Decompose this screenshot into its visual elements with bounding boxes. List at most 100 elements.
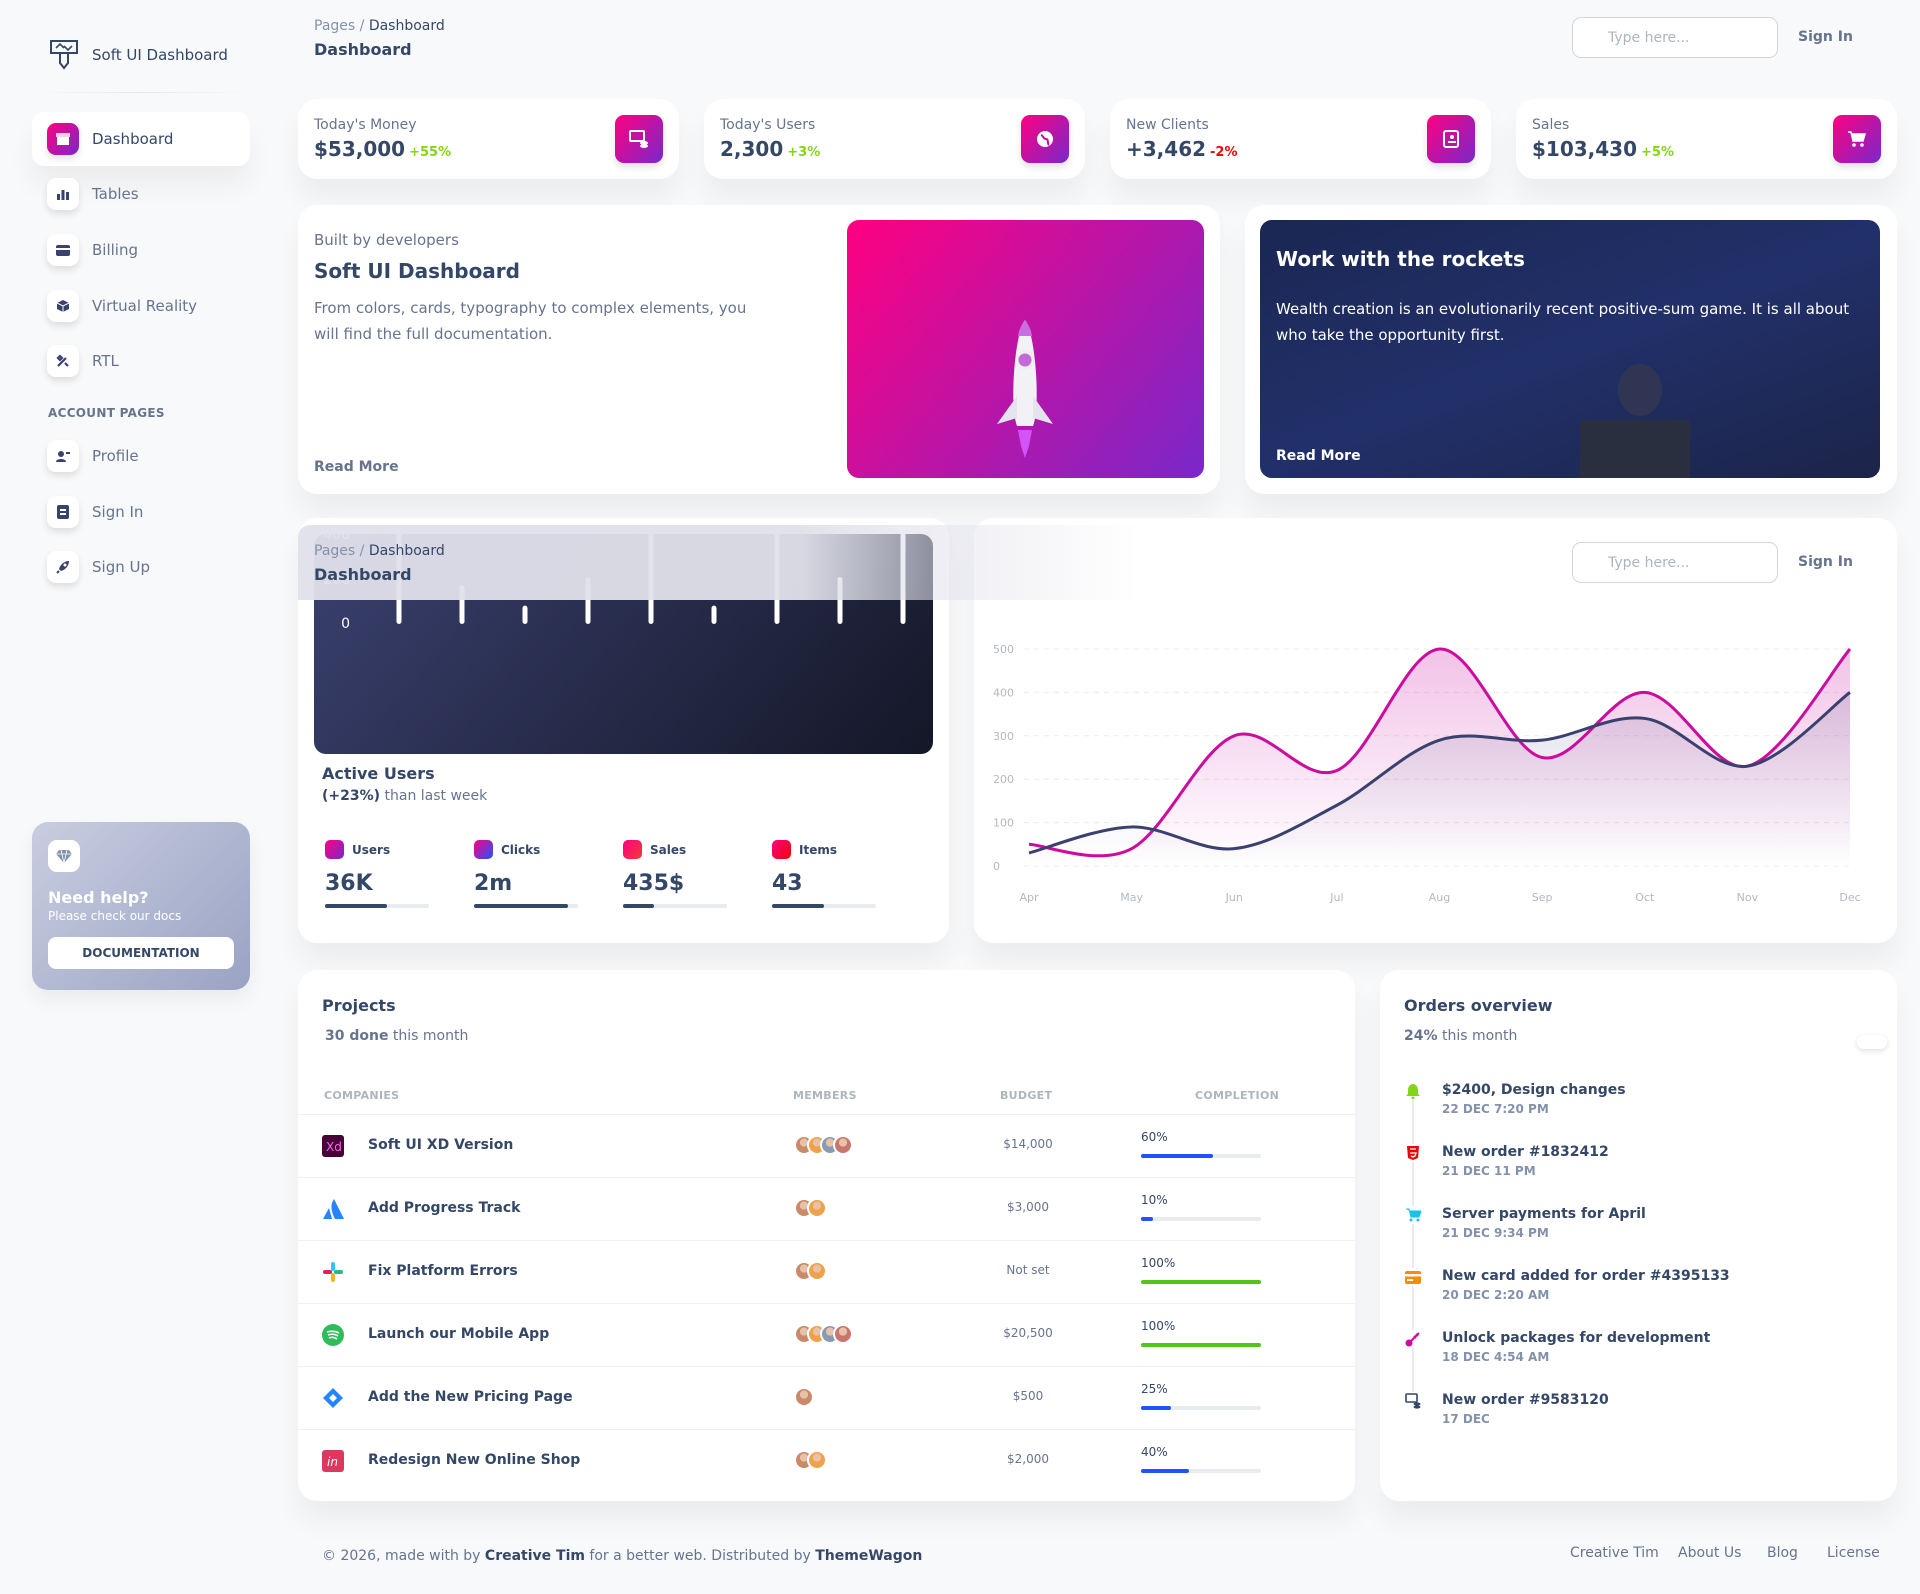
built-title: Soft UI Dashboard: [314, 259, 520, 283]
atlassian-icon: [322, 1198, 346, 1224]
stat-change: +55%: [409, 145, 452, 160]
creative-tim-link[interactable]: Creative Tim: [484, 1548, 585, 1564]
search-input[interactable]: Type here...: [1572, 542, 1778, 583]
metric-progress-fill: [325, 904, 388, 908]
sidebar-item-dashboard[interactable]: Dashboard: [32, 112, 250, 166]
metric-value: 43: [772, 871, 803, 896]
table-row[interactable]: Xd Soft UI XD Version $14,000 60%: [298, 1114, 1355, 1177]
toggle-handle[interactable]: [1857, 1035, 1887, 1049]
project-name: Add the New Pricing Page: [368, 1389, 573, 1405]
rockets-card: Work with the rockets Wealth creation is…: [1245, 205, 1897, 494]
stat-label: New Clients: [1126, 117, 1209, 133]
project-name: Launch our Mobile App: [368, 1326, 550, 1342]
brand-logo[interactable]: Soft UI Dashboard: [50, 40, 228, 70]
metric-progress-fill: [474, 904, 568, 908]
avatar[interactable]: [807, 1261, 827, 1281]
y-tick-label: 0: [341, 616, 350, 632]
document-icon: [1427, 115, 1475, 163]
avatar[interactable]: [807, 1198, 827, 1218]
completion-bar: [1141, 1280, 1261, 1284]
orders-overview-card: Orders overview 24% this month $2400, De…: [1380, 970, 1897, 1501]
sign-in-link[interactable]: Sign In: [1798, 29, 1853, 45]
html5-icon: [1404, 1144, 1422, 1162]
themewagon-link[interactable]: ThemeWagon: [815, 1548, 923, 1564]
brand-name: Soft UI Dashboard: [92, 46, 228, 64]
metric-label: Sales: [650, 842, 687, 857]
active-users-subtitle: (+23%) than last week: [322, 788, 487, 804]
table-row[interactable]: Fix Platform Errors Not set 100%: [298, 1240, 1355, 1303]
globe-icon: [1021, 115, 1069, 163]
settings-tools-icon: [47, 345, 79, 377]
timeline-date: 17 DEC: [1442, 1412, 1490, 1426]
rockets-read-more[interactable]: Read More: [1276, 448, 1361, 464]
metric-label: Items: [799, 842, 837, 857]
y-tick-label: 300: [993, 730, 1014, 743]
table-row[interactable]: in Redesign New Online Shop $2,000 40%: [298, 1429, 1355, 1492]
search-input[interactable]: Type here...: [1572, 17, 1778, 58]
table-row[interactable]: Add Progress Track $3,000 10%: [298, 1177, 1355, 1240]
avatar[interactable]: [833, 1135, 853, 1155]
project-budget: Not set: [1006, 1263, 1050, 1277]
member-avatars: [794, 1450, 827, 1474]
completion-bar: [1141, 1217, 1261, 1221]
sidebar-item-label: Tables: [92, 185, 139, 203]
page-title: Dashboard: [314, 565, 412, 584]
stat-card-sales: Sales $103,430 +5%: [1516, 99, 1897, 179]
series-area: [1029, 692, 1850, 866]
series-line: [1028, 647, 1852, 858]
timeline-date: 21 DEC 11 PM: [1442, 1164, 1536, 1178]
stat-value: $103,430: [1532, 137, 1638, 161]
sidebar-item-tables[interactable]: Tables: [32, 167, 250, 221]
sidebar-item-sign-up[interactable]: Sign Up: [32, 540, 250, 594]
member-avatars: [794, 1198, 827, 1222]
completion-bar: [1141, 1343, 1261, 1347]
rockets-title: Work with the rockets: [1276, 247, 1525, 271]
stat-label: Today's Users: [720, 117, 816, 133]
avatar[interactable]: [833, 1324, 853, 1344]
sidebar-item-sign-in[interactable]: Sign In: [32, 485, 250, 539]
coins-icon: [1404, 1392, 1422, 1410]
table-row[interactable]: Launch our Mobile App $20,500 100%: [298, 1303, 1355, 1366]
sidebar-item-label: Sign Up: [92, 558, 150, 576]
metric-label: Clicks: [501, 842, 541, 857]
stat-value: 2,300: [720, 137, 784, 161]
metric-progress: [772, 904, 876, 908]
sidebar-item-profile[interactable]: Profile: [32, 429, 250, 483]
project-name: Fix Platform Errors: [368, 1263, 518, 1279]
footer-link-creative-tim[interactable]: Creative Tim: [1570, 1545, 1659, 1561]
metric-progress: [474, 904, 578, 908]
sidebar-item-billing[interactable]: Billing: [32, 223, 250, 277]
projects-card: Projects 30 done this month COMPANIES ME…: [298, 970, 1355, 1501]
metric-progress-fill: [623, 904, 655, 908]
sidebar-item-rtl[interactable]: RTL: [32, 334, 250, 388]
metric-progress: [623, 904, 727, 908]
project-budget: $2,000: [1007, 1452, 1049, 1466]
stat-value: +3,462: [1126, 137, 1207, 161]
sidebar-item-virtual-reality[interactable]: Virtual Reality: [32, 279, 250, 333]
project-budget: $3,000: [1007, 1200, 1049, 1214]
breadcrumb-parent[interactable]: Pages: [314, 543, 356, 559]
avatar[interactable]: [807, 1450, 827, 1470]
diamond-icon: [48, 840, 80, 872]
x-tick-label: Jul: [1329, 891, 1343, 904]
stat-value: $53,000: [314, 137, 406, 161]
breadcrumb-parent[interactable]: Pages: [314, 18, 356, 34]
rockets-image-bg: Work with the rockets Wealth creation is…: [1260, 220, 1880, 478]
metric-sales: Sales 435$: [623, 840, 728, 908]
built-read-more[interactable]: Read More: [314, 459, 399, 475]
invision-icon: in: [322, 1450, 344, 1476]
footer-link-license[interactable]: License: [1827, 1545, 1880, 1561]
stat-card-money: Today's Money $53,000 +55%: [298, 99, 679, 179]
table-row[interactable]: Add the New Pricing Page $500 25%: [298, 1366, 1355, 1429]
footer-link-about-us[interactable]: About Us: [1678, 1545, 1742, 1561]
timeline-title: New order #1832412: [1442, 1144, 1609, 1160]
avatar[interactable]: [794, 1387, 814, 1407]
timeline-title: New card added for order #4395133: [1442, 1268, 1730, 1284]
footer-pre: © 2026, made with by: [322, 1548, 485, 1564]
project-name: Soft UI XD Version: [368, 1137, 514, 1153]
sign-in-link[interactable]: Sign In: [1798, 554, 1853, 570]
breadcrumb-current: Dashboard: [368, 18, 445, 34]
footer-link-blog[interactable]: Blog: [1767, 1545, 1798, 1561]
project-completion-pct: 60%: [1141, 1130, 1168, 1144]
documentation-button[interactable]: DOCUMENTATION: [48, 937, 234, 969]
